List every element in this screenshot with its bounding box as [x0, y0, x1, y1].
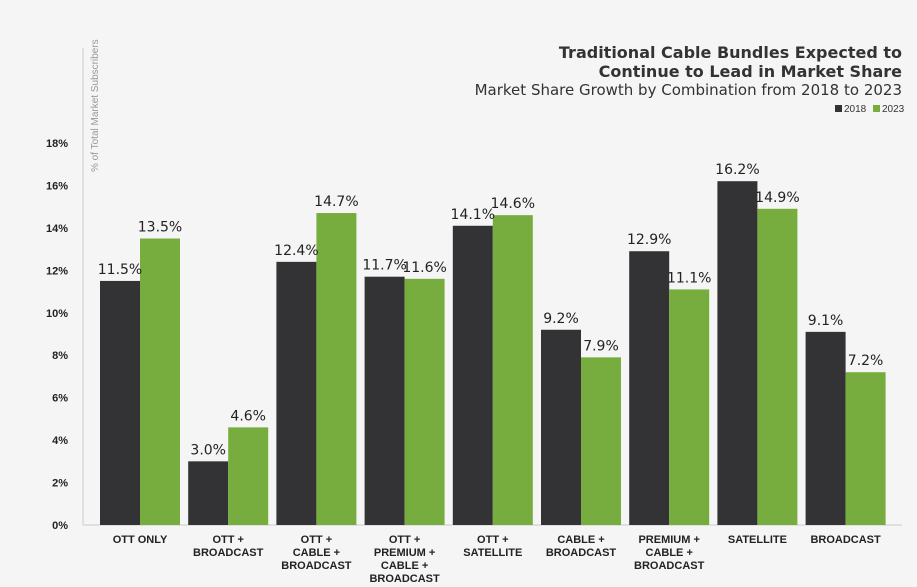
y-tick-label: 6%: [52, 393, 68, 405]
x-tick-label: OTT ONLY: [113, 534, 168, 546]
legend: 2018 2023: [835, 104, 905, 115]
x-tick-label: CABLE +: [557, 534, 604, 546]
bar-2023-2: [316, 213, 357, 526]
data-label-2023-5: 7.9%: [583, 338, 619, 354]
data-label-2018-3: 11.7%: [362, 258, 406, 274]
data-label-2018-2: 12.4%: [274, 243, 318, 259]
y-tick-label: 16%: [46, 180, 68, 192]
bar-2023-8: [845, 372, 886, 525]
x-tick-label: BROADCAST: [810, 534, 881, 546]
x-tick-label: OTT +: [477, 534, 508, 546]
x-tick-label: CABLE +: [381, 560, 428, 572]
data-label-2018-4: 14.1%: [451, 207, 495, 223]
legend-label-2018: 2018: [844, 104, 867, 115]
bar-2023-0: [140, 238, 180, 525]
legend-swatch-2018: [835, 105, 842, 112]
data-label-2023-2: 14.7%: [314, 194, 358, 210]
bar-2023-5: [581, 357, 621, 525]
data-label-2023-3: 11.6%: [402, 260, 446, 276]
bar-2018-7: [717, 181, 758, 525]
data-label-2018-5: 9.2%: [543, 311, 579, 327]
x-tick-label: OTT +: [389, 534, 420, 546]
y-tick-label: 14%: [46, 223, 68, 235]
y-tick-label: 4%: [52, 435, 68, 447]
bar-2018-2: [276, 261, 317, 525]
x-tick-label: SATELLITE: [463, 547, 522, 559]
y-tick-label: 10%: [46, 308, 68, 320]
chart-subtitle: Market Share Growth by Combination from …: [475, 81, 902, 99]
bar-2018-8: [805, 331, 846, 525]
y-tick-label: 18%: [46, 138, 68, 150]
x-tick-label: BROADCAST: [546, 547, 617, 559]
y-tick-label: 8%: [52, 350, 68, 362]
x-tick-label: PREMIUM +: [374, 547, 435, 559]
bar-2023-7: [757, 208, 798, 526]
data-label-2018-6: 12.9%: [627, 232, 671, 248]
data-label-2018-1: 3.0%: [190, 442, 226, 458]
data-label-2023-7: 14.9%: [755, 190, 799, 206]
data-label-2023-0: 13.5%: [138, 220, 182, 236]
bar-2018-5: [541, 329, 581, 525]
data-labels: 11.5% 13.5% 3.0% 4.6% 12.4% 14.7% 11.7%11.6% 14…: [98, 162, 884, 458]
bar-2018-1: [188, 461, 229, 525]
legend-label-2023: 2023: [882, 104, 905, 115]
y-tick-label: 0%: [52, 520, 68, 532]
bar-2023-3: [404, 278, 445, 525]
legend-swatch-2023: [873, 105, 880, 112]
x-tick-label: BROADCAST: [369, 573, 440, 585]
x-tick-label: CABLE +: [646, 547, 693, 559]
y-tick-labels: 0% 2% 4% 6% 8% 10% 12% 14% 16% 18%: [46, 138, 68, 532]
data-label-2023-1: 4.6%: [230, 408, 266, 424]
chart-title-line-1: Traditional Cable Bundles Expected to: [559, 43, 902, 62]
data-label-2023-4: 14.6%: [491, 196, 535, 212]
bar-2018-6: [629, 251, 670, 525]
data-label-2018-8: 9.1%: [808, 313, 844, 329]
data-label-2018-0: 11.5%: [98, 262, 142, 278]
bar-2018-3: [364, 276, 405, 525]
data-label-2023-8: 7.2%: [848, 353, 884, 369]
x-tick-label: PREMIUM +: [638, 534, 699, 546]
x-tick-label: BROADCAST: [193, 547, 264, 559]
chart-title-line-2: Continue to Lead in Market Share: [599, 62, 902, 81]
bar-2018-0: [100, 280, 140, 525]
x-tick-label: BROADCAST: [634, 560, 705, 572]
x-tick-label: OTT +: [301, 534, 332, 546]
bar-2018-4: [452, 225, 493, 525]
x-tick-label: BROADCAST: [281, 560, 352, 572]
x-tick-label: OTT +: [212, 534, 243, 546]
data-label-2018-7: 16.2%: [715, 162, 759, 178]
y-tick-label: 12%: [46, 265, 68, 277]
bar-2023-6: [669, 289, 710, 525]
bars: [100, 181, 886, 526]
x-tick-label: CABLE +: [293, 547, 340, 559]
x-tick-label: SATELLITE: [728, 534, 787, 546]
bar-2023-4: [492, 215, 533, 525]
y-axis-label: % of Total Market Subscribers: [90, 39, 101, 172]
bar-2023-1: [228, 427, 269, 525]
y-tick-label: 2%: [52, 478, 68, 490]
data-label-2023-6: 11.1%: [667, 270, 711, 286]
